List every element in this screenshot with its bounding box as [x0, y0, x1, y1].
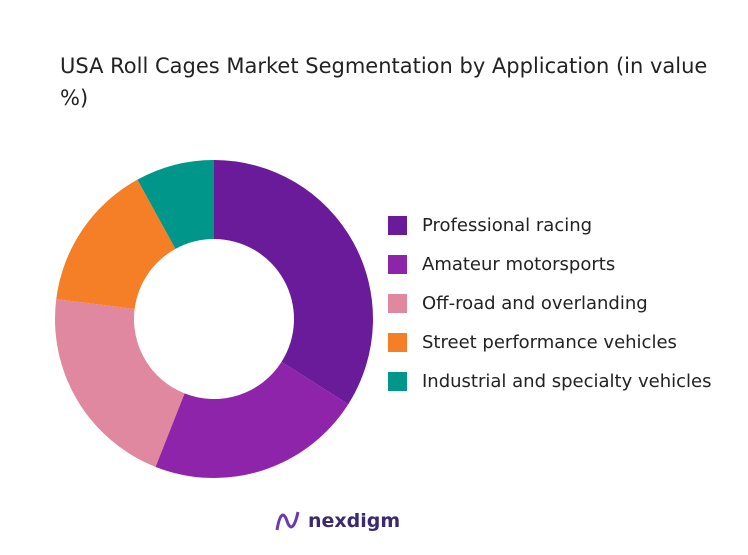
donut-slice — [56, 179, 176, 309]
legend-label: Amateur motorsports — [422, 254, 616, 275]
legend-swatch — [388, 333, 407, 352]
legend-item: Off-road and overlanding — [388, 290, 711, 317]
logo-text: nexdigm — [308, 510, 401, 532]
chart-title: USA Roll Cages Market Segmentation by Ap… — [60, 54, 708, 110]
legend-swatch — [388, 255, 407, 274]
legend-swatch — [388, 372, 407, 391]
legend-swatch — [388, 216, 407, 235]
legend: Professional racing Amateur motorsports Of… — [388, 212, 711, 407]
logo: nexdigm — [274, 508, 400, 534]
donut-slice — [214, 160, 374, 405]
donut-slice — [155, 361, 349, 479]
legend-item: Professional racing — [388, 212, 711, 239]
donut-slice — [137, 160, 214, 249]
legend-label: Industrial and specialty vehicles — [422, 371, 712, 392]
legend-label: Street performance vehicles — [422, 332, 677, 353]
legend-swatch — [388, 294, 407, 313]
legend-label: Professional racing — [422, 215, 593, 236]
donut-slice — [54, 299, 185, 467]
logo-icon — [275, 511, 300, 531]
legend-item: Amateur motorsports — [388, 251, 711, 278]
legend-label: Off-road and overlanding — [422, 293, 648, 314]
legend-item: Street performance vehicles — [388, 329, 711, 356]
legend-item: Industrial and specialty vehicles — [388, 368, 711, 395]
